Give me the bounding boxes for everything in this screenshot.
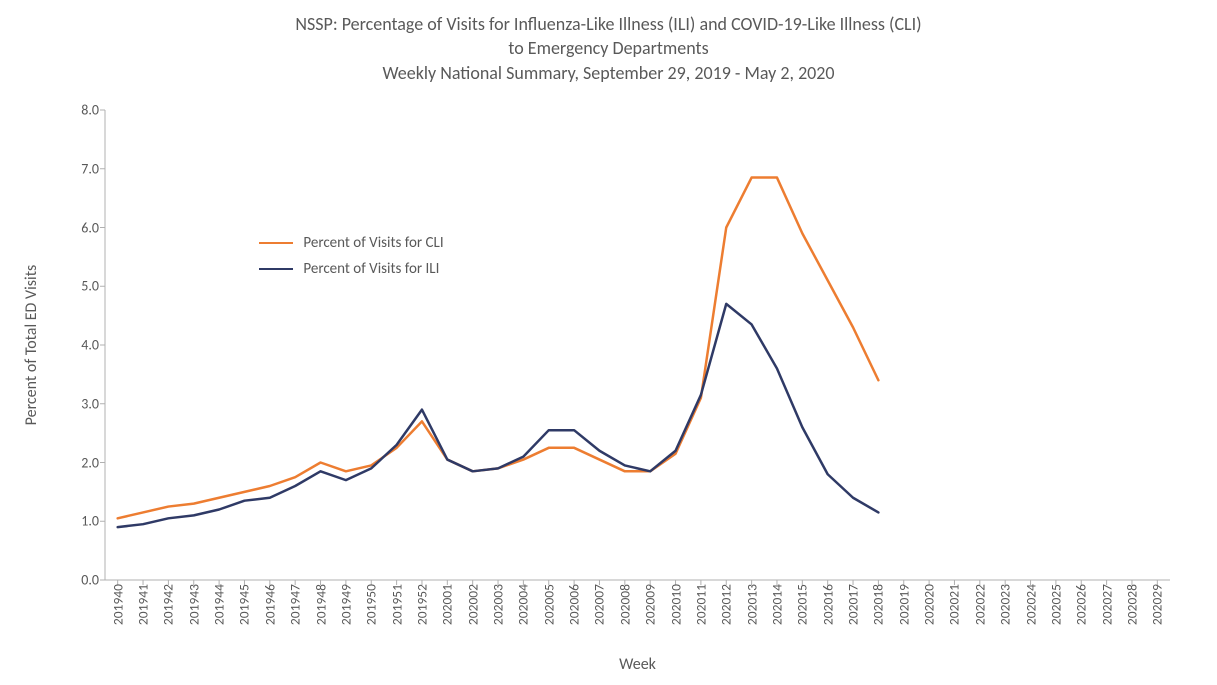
- x-tick-label: 202016: [819, 584, 836, 625]
- x-tick-label: 201949: [337, 584, 354, 625]
- legend-swatch: [259, 242, 293, 244]
- x-tick-label: 202014: [768, 584, 785, 625]
- x-tick-label: 202015: [794, 584, 811, 625]
- x-tick-label: 201946: [261, 584, 278, 625]
- chart-title-line3: Weekly National Summary, September 29, 2…: [0, 61, 1217, 85]
- x-tick-label: 202029: [1149, 584, 1166, 625]
- legend-label: Percent of Visits for CLI: [303, 234, 443, 252]
- x-tick-label: 202017: [845, 584, 862, 625]
- legend-item: Percent of Visits for ILI: [259, 256, 443, 282]
- x-tick-label: 202010: [667, 584, 684, 625]
- x-tick-label: 202027: [1098, 584, 1115, 625]
- x-tick-label: 202003: [490, 584, 507, 625]
- x-tick-label: 202005: [540, 584, 557, 625]
- x-tick-label: 201944: [211, 584, 228, 625]
- x-tick-label: 202023: [997, 584, 1014, 625]
- y-tick-label: 5.0: [81, 278, 99, 295]
- legend: Percent of Visits for CLI Percent of Visi…: [259, 230, 443, 282]
- x-tick-label: 202008: [616, 584, 633, 625]
- y-tick-label: 8.0: [81, 102, 99, 119]
- x-tick-label: 202018: [870, 584, 887, 625]
- chart-svg: [105, 110, 1170, 580]
- y-tick-label: 0.0: [81, 572, 99, 589]
- x-tick-label: 201942: [160, 584, 177, 625]
- legend-swatch: [259, 268, 293, 270]
- x-tick-label: 202028: [1123, 584, 1140, 625]
- x-tick-label: 202013: [743, 584, 760, 625]
- x-tick-label: 202020: [921, 584, 938, 625]
- x-tick-label: 202012: [718, 584, 735, 625]
- y-tick-label: 7.0: [81, 160, 99, 177]
- x-tick-label: 201948: [312, 584, 329, 625]
- x-tick-label: 202026: [1073, 584, 1090, 625]
- x-tick-label: 202022: [971, 584, 988, 625]
- y-tick-label: 2.0: [81, 454, 99, 471]
- x-tick-label: 202007: [591, 584, 608, 625]
- chart-title-block: NSSP: Percentage of Visits for Influenza…: [0, 12, 1217, 85]
- y-tick-label: 4.0: [81, 337, 99, 354]
- x-tick-label: 202025: [1047, 584, 1064, 625]
- plot-area: Percent of Visits for CLI Percent of Visi…: [105, 110, 1170, 580]
- x-tick-label: 201952: [413, 584, 430, 625]
- legend-item: Percent of Visits for CLI: [259, 230, 443, 256]
- y-tick-label: 6.0: [81, 219, 99, 236]
- x-tick-label: 202002: [464, 584, 481, 625]
- chart-title-line1: NSSP: Percentage of Visits for Influenza…: [0, 12, 1217, 36]
- y-axis-label: Percent of Total ED Visits: [22, 110, 41, 580]
- x-tick-label: 202024: [1022, 584, 1039, 625]
- x-tick-label: 202009: [642, 584, 659, 625]
- y-tick-label: 1.0: [81, 513, 99, 530]
- y-tick-label: 3.0: [81, 395, 99, 412]
- x-tick-label: 201941: [135, 584, 152, 625]
- x-tick-label: 202011: [692, 584, 709, 625]
- x-tick-label: 201947: [287, 584, 304, 625]
- x-tick-label: 201951: [388, 584, 405, 625]
- x-tick-label: 202019: [895, 584, 912, 625]
- x-tick-label: 201950: [363, 584, 380, 625]
- x-tick-label: 201940: [109, 584, 126, 625]
- x-tick-label: 202001: [439, 584, 456, 625]
- x-tick-label: 202006: [566, 584, 583, 625]
- chart-container: NSSP: Percentage of Visits for Influenza…: [0, 0, 1217, 685]
- chart-title-line2: to Emergency Departments: [0, 36, 1217, 60]
- x-tick-label: 201945: [236, 584, 253, 625]
- legend-label: Percent of Visits for ILI: [303, 260, 439, 278]
- x-tick-label: 201943: [185, 584, 202, 625]
- x-tick-label: 202004: [515, 584, 532, 625]
- x-tick-label: 202021: [946, 584, 963, 625]
- x-axis-label: Week: [105, 655, 1170, 674]
